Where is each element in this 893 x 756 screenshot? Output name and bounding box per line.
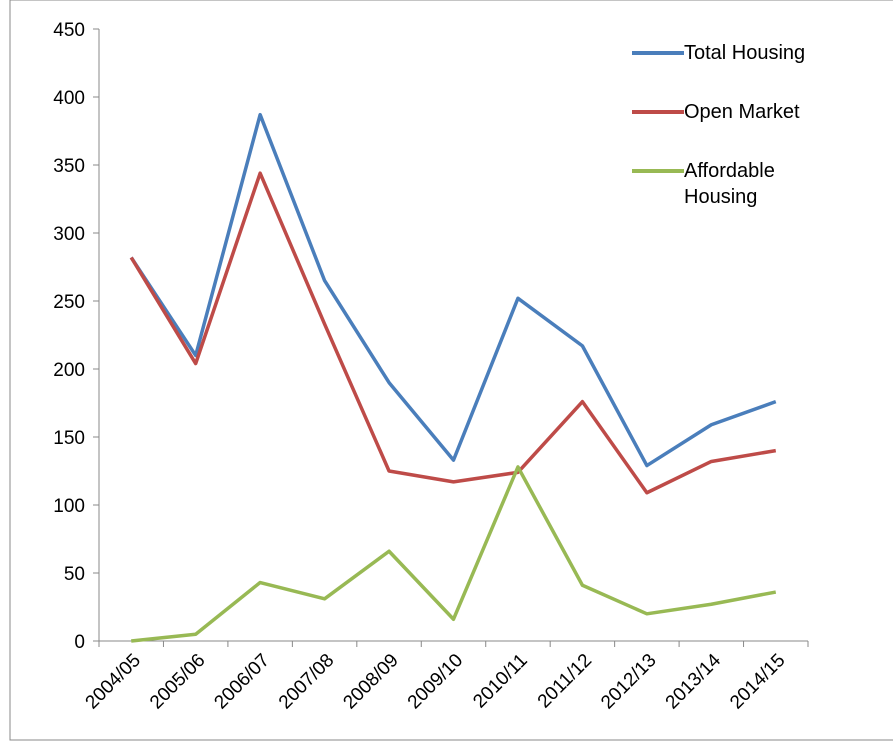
- legend-item: Total Housing: [632, 40, 854, 66]
- x-tick-label: 2011/12: [534, 650, 596, 712]
- y-tick-label: 300: [53, 224, 85, 245]
- x-tick-label: 2004/05: [82, 650, 145, 713]
- x-tick-label: 2007/08: [275, 650, 338, 713]
- x-tick-label: 2014/15: [726, 650, 789, 713]
- x-tick-label: 2010/11: [469, 650, 531, 712]
- series-line: [131, 465, 777, 643]
- legend-label: Open Market: [684, 101, 800, 123]
- y-tick-label: 100: [53, 496, 85, 517]
- y-tick-label: 50: [64, 564, 85, 585]
- x-tick-label: 2012/13: [597, 650, 660, 713]
- legend-label: Total Housing: [684, 42, 806, 64]
- series-line: [129, 171, 777, 495]
- series-line: [129, 112, 777, 468]
- chart-border: [9, 0, 893, 741]
- y-tick-label: 150: [53, 428, 85, 449]
- y-tick-label: 400: [53, 88, 85, 109]
- legend-swatch: [632, 51, 684, 55]
- legend-swatch: [632, 110, 684, 114]
- y-tick-label: 0: [74, 632, 85, 653]
- legend-item: Open Market: [632, 99, 854, 125]
- x-tick-label: 2005/06: [146, 650, 209, 713]
- y-tick-label: 250: [53, 292, 85, 313]
- legend-swatch: [632, 169, 684, 173]
- y-tick-label: 350: [53, 156, 85, 177]
- legend-label: Affordable Housing: [684, 160, 775, 208]
- x-tick-label: 2013/14: [662, 650, 726, 714]
- legend-item: Affordable Housing: [632, 158, 824, 210]
- x-tick-label: 2006/07: [210, 650, 273, 713]
- x-tick-label: 2009/10: [404, 650, 467, 713]
- y-tick-label: 200: [53, 360, 85, 381]
- y-tick-label: 450: [53, 20, 85, 41]
- x-tick-label: 2008/09: [339, 650, 402, 713]
